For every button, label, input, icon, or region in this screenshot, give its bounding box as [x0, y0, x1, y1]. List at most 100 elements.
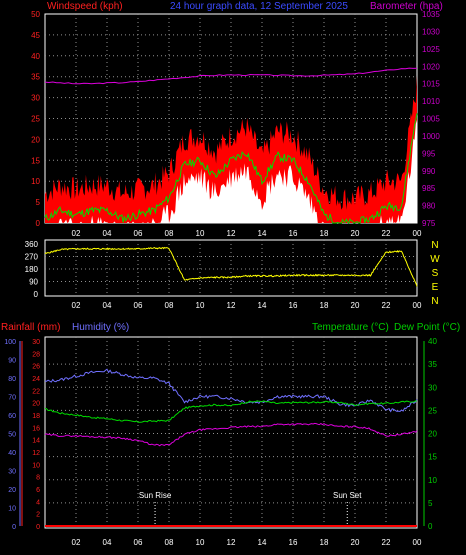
wind-xtick: 18 — [320, 229, 329, 238]
humidity-tick: 10 — [8, 506, 16, 513]
barometer-tick: 985 — [422, 184, 436, 193]
wind-xtick: 10 — [196, 229, 205, 238]
temperature-tick: 40 — [428, 337, 437, 346]
rainfall-tick: 6 — [36, 487, 40, 494]
windspeed-tick: 50 — [31, 10, 40, 19]
rainfall-tick: 8 — [36, 475, 40, 482]
direction-tick: 270 — [25, 253, 39, 262]
windspeed-tick: 45 — [31, 31, 40, 40]
wind-xtick: 12 — [227, 229, 236, 238]
sun-annotation: Sun Rise — [139, 491, 172, 500]
wind-xtick: 14 — [258, 229, 267, 238]
direction-xtick: 02 — [72, 301, 81, 310]
direction-xtick: 12 — [227, 301, 236, 310]
direction-xtick: 14 — [258, 301, 267, 310]
barometer-tick: 1020 — [422, 62, 440, 71]
humidity-tick: 0 — [12, 524, 16, 531]
windspeed-tick: 15 — [31, 156, 40, 165]
rainfall-tick: 30 — [32, 339, 40, 346]
barometer-tick: 1005 — [422, 115, 440, 124]
humidity-tick: 20 — [8, 487, 16, 494]
wind-xtick: 16 — [289, 229, 298, 238]
humidity-tick: 90 — [8, 358, 16, 365]
climate-xtick: 22 — [382, 538, 391, 547]
climate-xtick: 08 — [165, 538, 174, 547]
climate-xtick: 04 — [103, 538, 112, 547]
humidity-tick: 30 — [8, 469, 16, 476]
temperature-tick: 35 — [428, 360, 437, 369]
direction-tick: 90 — [29, 278, 38, 287]
barometer-tick: 1000 — [422, 132, 440, 141]
rainfall-tick: 26 — [32, 364, 40, 371]
wind-xtick: 06 — [134, 229, 143, 238]
wind-xtick: 20 — [351, 229, 360, 238]
humidity-tick: 70 — [8, 395, 16, 402]
rainfall-legend: Rainfall (mm) — [1, 322, 60, 333]
climate-xtick: 02 — [72, 538, 81, 547]
sun-annotation: Sun Set — [333, 491, 362, 500]
direction-tick: 0 — [34, 290, 39, 299]
climate-xtick: 14 — [258, 538, 267, 547]
wind-xtick: 22 — [382, 229, 391, 238]
wind-xtick: 00 — [413, 229, 422, 238]
windspeed-tick: 30 — [31, 94, 40, 103]
climate-xtick: 10 — [196, 538, 205, 547]
chart-title: 24 hour graph data, 12 September 2025 — [170, 1, 348, 12]
rainfall-tick: 14 — [32, 438, 40, 445]
barometer-tick: 1030 — [422, 27, 440, 36]
humidity-legend: Humidity (%) — [72, 322, 129, 333]
humidity-tick: 100 — [4, 339, 16, 346]
rainfall-tick: 12 — [32, 450, 40, 457]
lull-area — [45, 120, 417, 223]
wind-xtick: 02 — [72, 229, 81, 238]
barometer-axis-label: Barometer (hpa) — [370, 1, 443, 12]
rainfall-tick: 0 — [36, 524, 40, 531]
temperature-tick: 15 — [428, 453, 437, 462]
windspeed-tick: 5 — [36, 198, 41, 207]
barometer-tick: 1015 — [422, 80, 440, 89]
temperature-tick: 10 — [428, 476, 437, 485]
temperature-tick: 30 — [428, 383, 437, 392]
temperature-tick: 25 — [428, 406, 437, 415]
windspeed-tick: 40 — [31, 52, 40, 61]
direction-tick: 180 — [25, 265, 39, 274]
climate-xtick: 20 — [351, 538, 360, 547]
climate-xtick: 18 — [320, 538, 329, 547]
direction-tick: 360 — [25, 240, 39, 249]
wind-direction-line — [44, 246, 418, 287]
rainfall-tick: 22 — [32, 388, 40, 395]
climate-xtick: 12 — [227, 538, 236, 547]
direction-xtick: 18 — [320, 301, 329, 310]
temperature-tick: 20 — [428, 430, 437, 439]
humidity-tick: 80 — [8, 376, 16, 383]
barometer-tick: 975 — [422, 219, 436, 228]
windspeed-axis-label: Windspeed (kph) — [47, 1, 123, 12]
climate-panel: 0510152025303540010203040506070809010002… — [1, 322, 460, 547]
compass-label: N — [431, 296, 438, 307]
rainfall-tick: 20 — [32, 401, 40, 408]
rainfall-tick: 2 — [36, 512, 40, 519]
compass-label: S — [432, 268, 439, 279]
climate-xtick: 16 — [289, 538, 298, 547]
direction-xtick: 20 — [351, 301, 360, 310]
wind-xtick: 08 — [165, 229, 174, 238]
compass-label: E — [432, 282, 439, 293]
direction-xtick: 22 — [382, 301, 391, 310]
windspeed-tick: 25 — [31, 115, 40, 124]
humidity-tick: 60 — [8, 413, 16, 420]
climate-xtick: 06 — [134, 538, 143, 547]
wind-xtick: 04 — [103, 229, 112, 238]
barometer-tick: 1010 — [422, 97, 440, 106]
direction-xtick: 04 — [103, 301, 112, 310]
rainfall-tick: 18 — [32, 413, 40, 420]
temperature-tick: 5 — [428, 499, 433, 508]
humidity-tick: 50 — [8, 432, 16, 439]
rainfall-tick: 4 — [36, 499, 40, 506]
dewpoint-legend: Dew Point (°C) — [394, 322, 460, 333]
direction-xtick: 06 — [134, 301, 143, 310]
windspeed-tick: 35 — [31, 73, 40, 82]
barometer-tick: 1035 — [422, 10, 440, 19]
gust-area — [45, 75, 417, 223]
